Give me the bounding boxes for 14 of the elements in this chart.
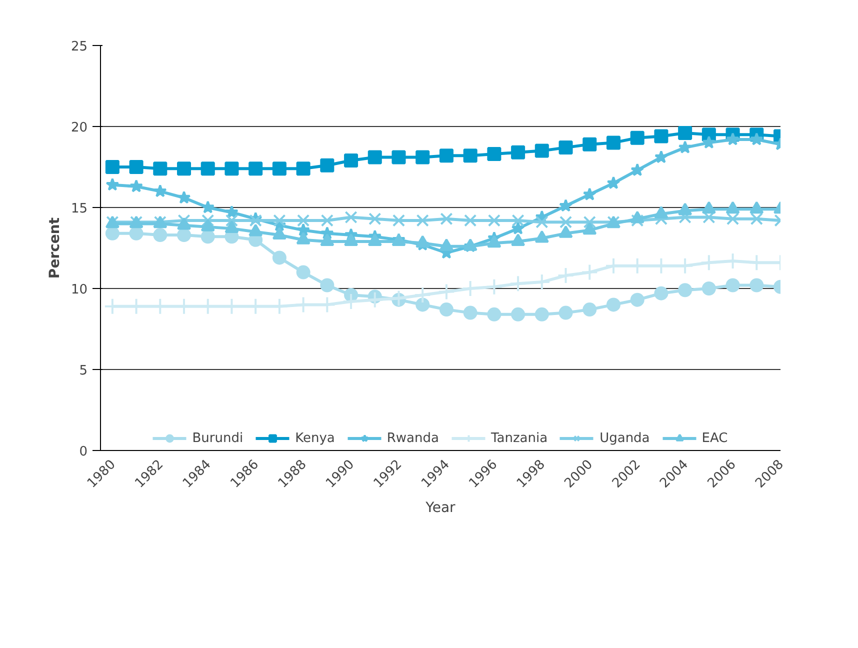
y-tick-label: 5 <box>79 364 88 378</box>
legend-label: EAC <box>702 430 728 446</box>
legend-label: Kenya <box>295 430 335 446</box>
y-tick-label: 25 <box>70 40 88 54</box>
y-tick-label: 15 <box>70 202 88 216</box>
legend-label: Uganda <box>600 430 650 446</box>
x-axis-title: Year <box>424 500 456 516</box>
legend-label: Rwanda <box>386 430 439 446</box>
y-tick-label: 10 <box>70 282 88 298</box>
y-axis-title: Percent <box>46 217 63 279</box>
legend-label: Tanzania <box>490 430 548 446</box>
y-tick-label: 20 <box>70 120 88 136</box>
legend-label: Burundi <box>192 430 244 446</box>
y-tick-label: 0 <box>79 444 88 460</box>
